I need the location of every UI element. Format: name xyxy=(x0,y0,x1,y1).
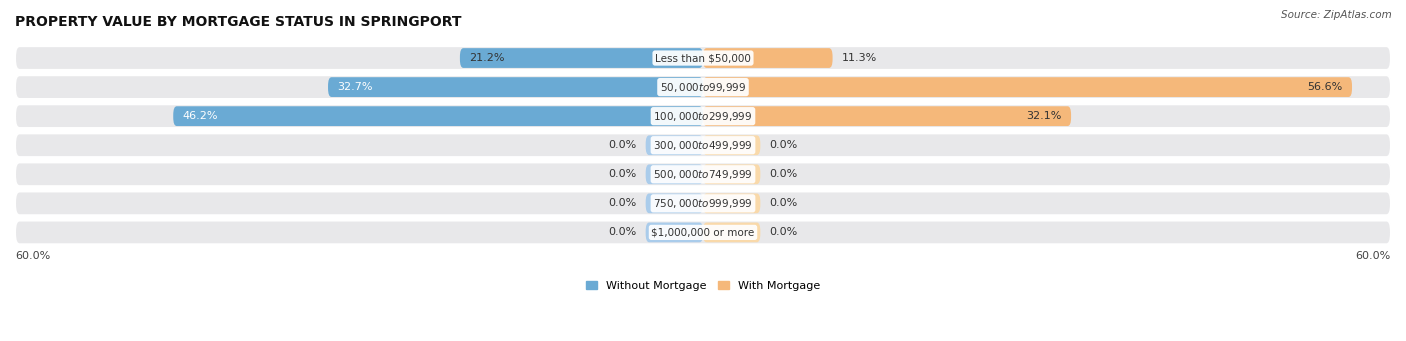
FancyBboxPatch shape xyxy=(703,77,1353,97)
Text: Source: ZipAtlas.com: Source: ZipAtlas.com xyxy=(1281,10,1392,20)
Text: PROPERTY VALUE BY MORTGAGE STATUS IN SPRINGPORT: PROPERTY VALUE BY MORTGAGE STATUS IN SPR… xyxy=(15,15,461,29)
Text: 0.0%: 0.0% xyxy=(769,198,797,208)
FancyBboxPatch shape xyxy=(15,46,1391,70)
FancyBboxPatch shape xyxy=(703,106,1071,126)
FancyBboxPatch shape xyxy=(15,133,1391,157)
FancyBboxPatch shape xyxy=(703,135,761,155)
Text: $750,000 to $999,999: $750,000 to $999,999 xyxy=(654,197,752,210)
FancyBboxPatch shape xyxy=(15,162,1391,186)
Text: $50,000 to $99,999: $50,000 to $99,999 xyxy=(659,80,747,93)
Text: $100,000 to $299,999: $100,000 to $299,999 xyxy=(654,110,752,123)
Text: 32.1%: 32.1% xyxy=(1026,111,1062,121)
FancyBboxPatch shape xyxy=(460,48,703,68)
Text: 0.0%: 0.0% xyxy=(609,140,637,150)
Text: 0.0%: 0.0% xyxy=(609,169,637,179)
Text: 0.0%: 0.0% xyxy=(769,140,797,150)
FancyBboxPatch shape xyxy=(703,223,761,242)
Text: 11.3%: 11.3% xyxy=(842,53,877,63)
FancyBboxPatch shape xyxy=(15,221,1391,244)
Text: Less than $50,000: Less than $50,000 xyxy=(655,53,751,63)
FancyBboxPatch shape xyxy=(703,164,761,184)
Text: 46.2%: 46.2% xyxy=(183,111,218,121)
FancyBboxPatch shape xyxy=(645,223,703,242)
Text: 0.0%: 0.0% xyxy=(769,169,797,179)
Text: $1,000,000 or more: $1,000,000 or more xyxy=(651,227,755,237)
Text: $500,000 to $749,999: $500,000 to $749,999 xyxy=(654,168,752,181)
Text: 0.0%: 0.0% xyxy=(769,227,797,237)
Text: 32.7%: 32.7% xyxy=(337,82,373,92)
FancyBboxPatch shape xyxy=(645,164,703,184)
FancyBboxPatch shape xyxy=(328,77,703,97)
Text: 60.0%: 60.0% xyxy=(1355,251,1391,261)
Text: 21.2%: 21.2% xyxy=(470,53,505,63)
FancyBboxPatch shape xyxy=(173,106,703,126)
Text: 0.0%: 0.0% xyxy=(609,227,637,237)
Text: 60.0%: 60.0% xyxy=(15,251,51,261)
FancyBboxPatch shape xyxy=(645,193,703,213)
Legend: Without Mortgage, With Mortgage: Without Mortgage, With Mortgage xyxy=(582,276,824,295)
FancyBboxPatch shape xyxy=(703,193,761,213)
Text: 0.0%: 0.0% xyxy=(609,198,637,208)
FancyBboxPatch shape xyxy=(15,191,1391,215)
FancyBboxPatch shape xyxy=(15,75,1391,99)
FancyBboxPatch shape xyxy=(645,135,703,155)
Text: 56.6%: 56.6% xyxy=(1308,82,1343,92)
FancyBboxPatch shape xyxy=(703,48,832,68)
FancyBboxPatch shape xyxy=(15,104,1391,128)
Text: $300,000 to $499,999: $300,000 to $499,999 xyxy=(654,139,752,152)
